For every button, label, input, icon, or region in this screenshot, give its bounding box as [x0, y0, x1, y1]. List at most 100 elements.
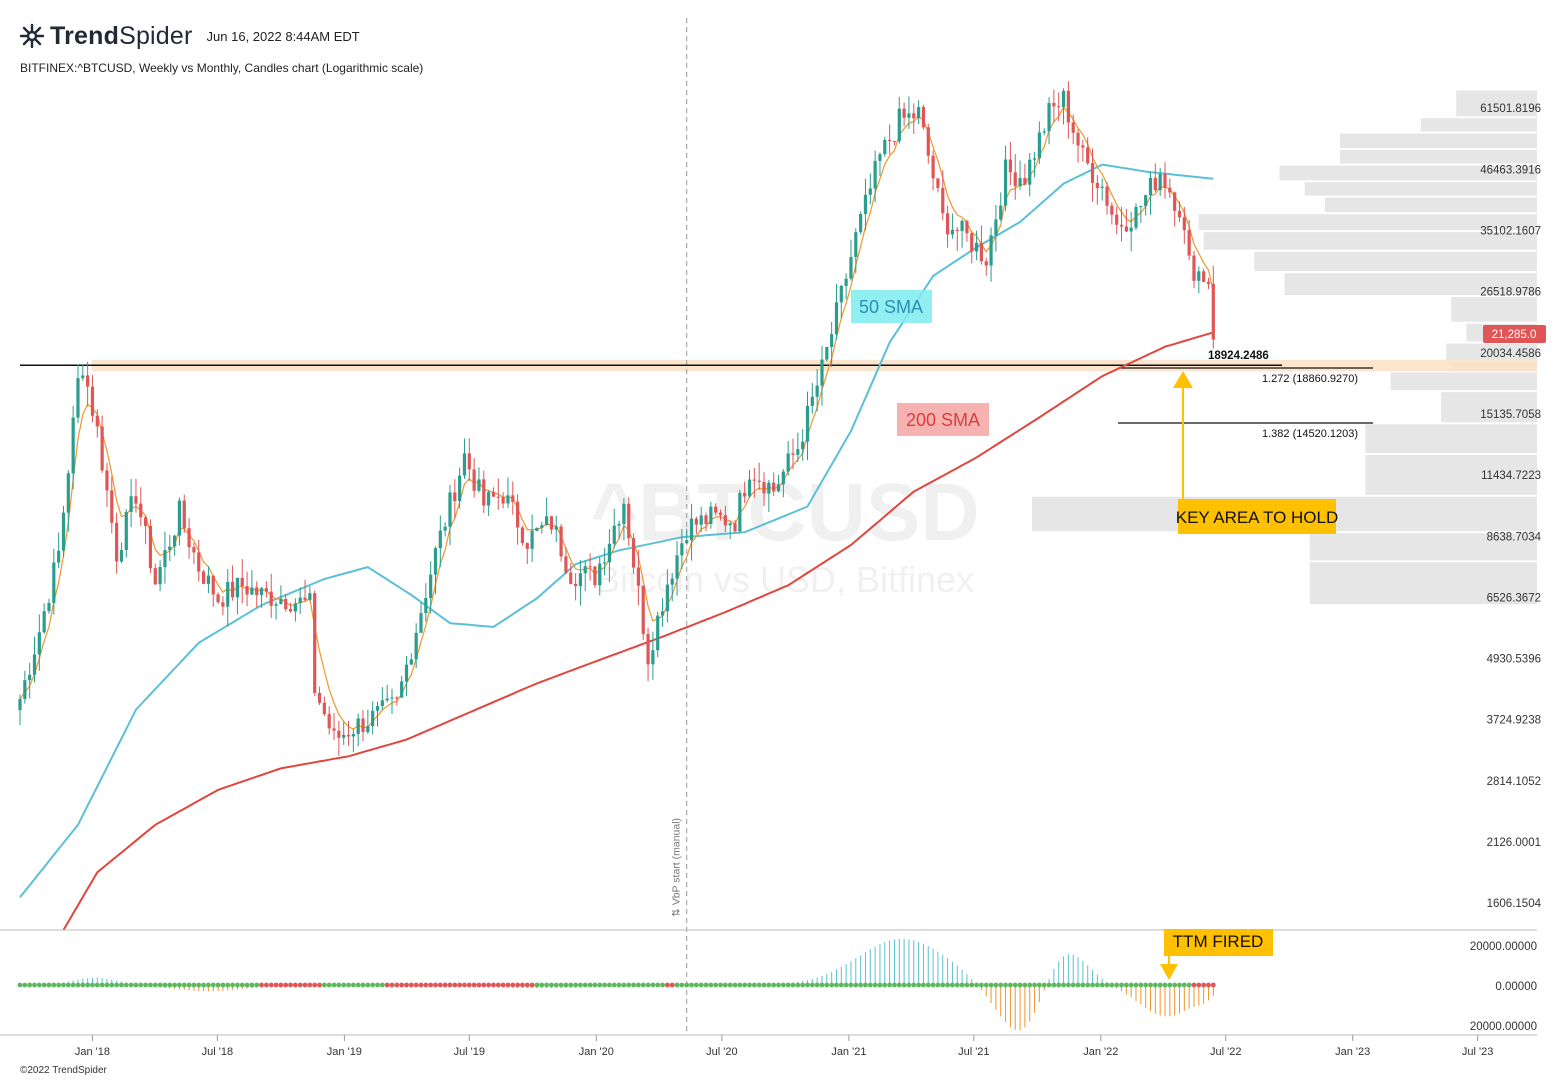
squeeze-dot	[1186, 982, 1192, 988]
y-tick-label: 61501.8196	[1480, 103, 1541, 115]
squeeze-dot	[983, 982, 989, 988]
squeeze-dot	[1172, 982, 1178, 988]
candle-body	[854, 232, 858, 258]
candle-body	[907, 113, 911, 118]
y-tick-label: 1606.1504	[1487, 898, 1542, 910]
candle-body	[714, 506, 718, 513]
volume-profile-bar	[1441, 392, 1537, 423]
squeeze-dot	[679, 982, 685, 988]
candle-body	[960, 220, 964, 231]
candle-body	[1148, 177, 1153, 196]
squeeze-dot	[1109, 982, 1115, 988]
candle-body	[1076, 132, 1080, 146]
squeeze-dot	[297, 982, 303, 988]
candle-body	[955, 229, 959, 231]
squeeze-dot	[215, 982, 221, 988]
squeeze-dot	[587, 982, 593, 988]
candle-body	[433, 548, 438, 575]
ttm-arrow-head	[1160, 964, 1178, 980]
candle-body	[660, 611, 665, 616]
candle-body	[1003, 159, 1008, 206]
squeeze-dot	[708, 982, 714, 988]
squeeze-dot	[1085, 982, 1091, 988]
squeeze-dot	[524, 982, 530, 988]
squeeze-dot	[32, 982, 37, 988]
squeeze-dot	[664, 982, 670, 988]
squeeze-dot	[437, 982, 443, 988]
squeeze-dot	[94, 982, 100, 988]
squeeze-dot	[698, 982, 704, 988]
squeeze-dot	[1027, 982, 1033, 988]
squeeze-dot	[790, 982, 796, 988]
candle-body	[230, 581, 235, 598]
candle-body	[810, 396, 814, 406]
squeeze-dot	[747, 982, 752, 988]
squeeze-dot	[225, 982, 231, 988]
squeeze-dot	[307, 982, 313, 988]
short-ema-line	[19, 106, 1214, 730]
squeeze-dot	[481, 982, 487, 988]
candle-body	[1100, 186, 1104, 188]
candle-body	[1090, 163, 1095, 183]
chart-timestamp: Jun 16, 2022 8:44AM EDT	[206, 28, 360, 44]
copyright-notice: ©2022 TrendSpider	[20, 1065, 107, 1076]
candle-body	[757, 480, 761, 482]
squeeze-dot	[331, 982, 337, 988]
squeeze-dot	[365, 982, 371, 988]
candle-body	[462, 453, 467, 476]
squeeze-dot	[22, 982, 28, 988]
squeeze-dot	[220, 982, 226, 988]
squeeze-dot	[495, 982, 501, 988]
squeeze-dot	[56, 982, 62, 988]
candle-body	[689, 518, 694, 541]
candle-body	[680, 543, 684, 556]
candle-body	[602, 562, 607, 564]
squeeze-dot	[41, 982, 47, 988]
squeeze-dot	[418, 982, 424, 988]
candle-body	[1013, 172, 1017, 187]
candle-body	[892, 140, 897, 142]
candle-body	[448, 492, 452, 527]
candle-body	[255, 587, 259, 596]
candle-body	[414, 632, 418, 660]
squeeze-dot	[722, 982, 728, 988]
candle-body	[1052, 102, 1056, 107]
y-tick-label: 2814.1052	[1487, 776, 1541, 788]
squeeze-dot	[553, 982, 559, 988]
candle-body	[327, 714, 331, 729]
candle-body	[124, 511, 128, 550]
squeeze-dot	[119, 982, 124, 988]
squeeze-dot	[505, 982, 511, 988]
squeeze-dot	[408, 982, 414, 988]
candle-body	[172, 535, 177, 547]
squeeze-dot	[394, 982, 400, 988]
squeeze-dot	[201, 982, 206, 988]
squeeze-dot	[867, 982, 873, 988]
candle-body	[839, 285, 843, 303]
squeeze-dot	[99, 982, 105, 988]
squeeze-dot	[375, 982, 380, 988]
x-tick-label: Jan '18	[75, 1046, 110, 1058]
candle-body	[168, 546, 172, 551]
sma200-callout-box	[897, 403, 989, 436]
candle-body	[1153, 177, 1157, 191]
squeeze-dot	[761, 982, 767, 988]
candle-body	[424, 598, 428, 614]
candle-body	[221, 602, 225, 607]
squeeze-dot	[592, 982, 598, 988]
candle-body	[675, 555, 679, 579]
squeeze-dot	[1061, 982, 1066, 988]
squeeze-dot	[838, 982, 844, 988]
squeeze-dot	[1075, 982, 1081, 988]
candle-body	[356, 718, 360, 735]
candle-body	[337, 730, 341, 738]
squeeze-dot	[800, 982, 806, 988]
candle-body	[728, 523, 732, 526]
squeeze-dot	[892, 982, 897, 988]
volume-profile-bar	[1451, 296, 1537, 322]
candle-body	[1023, 178, 1027, 185]
candle-body	[1095, 182, 1099, 188]
candle-body	[564, 556, 568, 573]
volume-profile-bar	[1284, 273, 1537, 295]
